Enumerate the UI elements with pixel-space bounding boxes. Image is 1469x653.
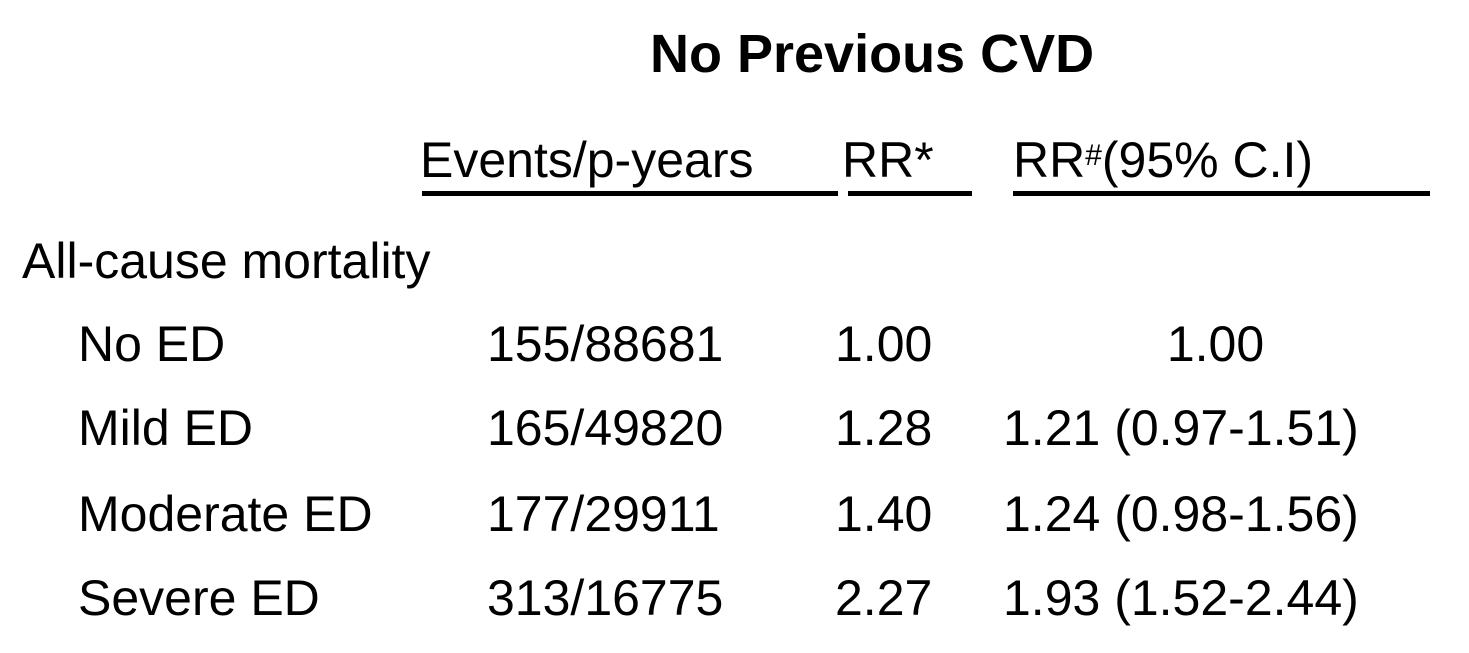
row-rr-ci: 1.00 [1166,316,1265,372]
header-rule-rr-adjusted [1013,191,1430,196]
table-row: Severe ED 313/16775 2.27 1.93 (1.52-2.44… [0,570,1469,630]
table-row: Moderate ED 177/29911 1.40 1.24 (0.98-1.… [0,486,1469,546]
header-rr-adjusted: RR#(95% C.I) [1013,132,1313,188]
row-label: Mild ED [78,400,254,456]
row-rr-ci: 1.93 (1.52-2.44) [1003,570,1359,626]
row-events: 177/29911 [487,486,720,542]
row-rr: 1.28 [835,400,933,456]
row-rr-ci: 1.24 (0.98-1.56) [1003,486,1359,542]
header-rr: RR* [842,132,934,188]
row-rr: 1.40 [835,486,933,542]
header-rr-adjusted-base: RR [1013,132,1086,188]
row-rr: 2.27 [835,570,933,626]
row-events: 313/16775 [487,570,724,626]
table-title: No Previous CVD [650,24,1095,84]
header-rr-adjusted-ci: (95% C.I) [1101,132,1314,188]
row-label: Moderate ED [78,486,373,542]
row-rr: 1.00 [835,316,933,372]
table-row: Mild ED 165/49820 1.28 1.21 (0.97-1.51) [0,400,1469,460]
row-rr-ci: 1.21 (0.97-1.51) [1003,400,1359,456]
section-label: All-cause mortality [22,233,431,289]
row-label: Severe ED [78,570,320,626]
table-row: No ED 155/88681 1.00 1.00 [0,316,1469,376]
header-rr-adjusted-superscript: # [1085,139,1102,172]
row-events: 165/49820 [487,400,724,456]
header-rule-events [422,191,838,196]
header-rule-rr [848,191,972,196]
header-events: Events/p-years [420,132,754,188]
row-label: No ED [78,316,226,372]
row-events: 155/88681 [487,316,724,372]
